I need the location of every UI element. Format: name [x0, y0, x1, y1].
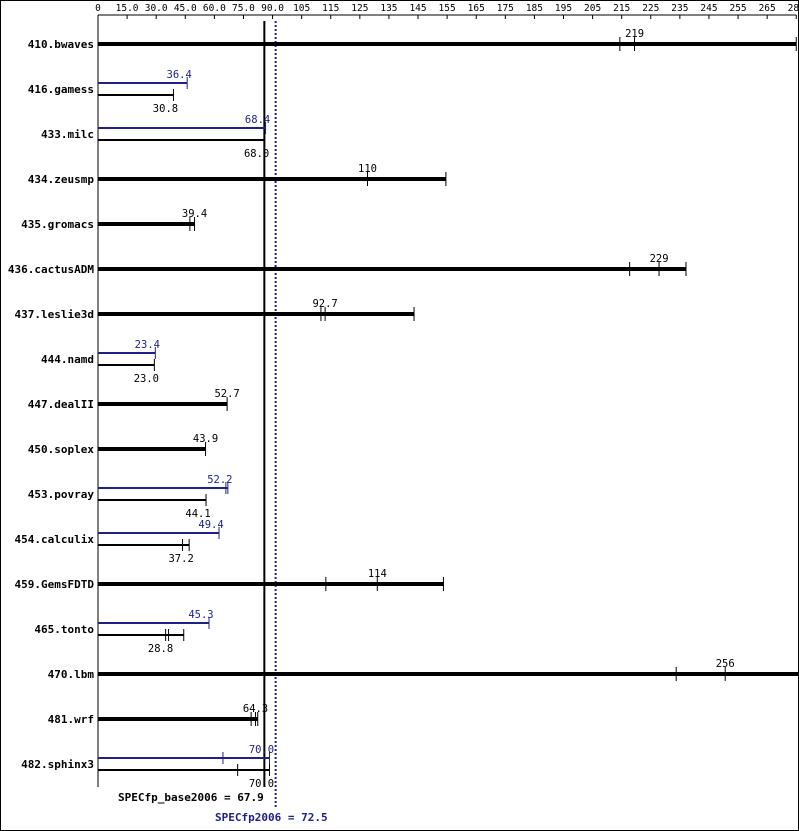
x-tick-label: 225 [642, 3, 659, 14]
peak-value-label: 36.4 [167, 69, 192, 81]
x-tick-label: 90.0 [261, 3, 284, 14]
x-tick-label: 45.0 [174, 3, 197, 14]
benchmark-label: 447.dealII [28, 398, 94, 411]
x-tick-label: 145 [409, 3, 426, 14]
benchmark-label: 444.namd [41, 353, 94, 366]
benchmark-label: 437.leslie3d [15, 308, 94, 321]
base-value-label: 64.3 [243, 703, 268, 715]
x-tick-label: 30.0 [145, 3, 168, 14]
base-value-label: 110 [358, 163, 377, 175]
x-tick-label: 175 [497, 3, 514, 14]
x-tick-label: 0 [95, 3, 101, 14]
x-tick-label: 285 [788, 3, 798, 14]
base-value-label: 229 [650, 253, 669, 265]
x-tick-label: 195 [555, 3, 572, 14]
peak-value-label: 45.3 [188, 609, 213, 621]
base-value-label: 114 [368, 568, 387, 580]
x-tick-label: 60.0 [203, 3, 226, 14]
benchmark-label: 465.tonto [34, 623, 94, 636]
x-tick-label: 215 [613, 3, 630, 14]
base-value-label: 37.2 [168, 553, 193, 565]
peak-value-label: 52.2 [207, 474, 232, 486]
x-tick-label: 75.0 [232, 3, 255, 14]
benchmark-label: 470.lbm [48, 668, 95, 681]
x-tick-label: 105 [293, 3, 310, 14]
base-value-label: 70.0 [249, 778, 274, 790]
x-tick-label: 135 [380, 3, 397, 14]
base-value-label: 23.0 [134, 373, 159, 385]
peak-value-label: 23.4 [135, 339, 160, 351]
x-tick-label: 255 [729, 3, 746, 14]
x-tick-label: 125 [351, 3, 368, 14]
x-tick-label: 115 [322, 3, 339, 14]
base-value-label: 43.9 [193, 433, 218, 445]
peak-value-label: 68.4 [245, 114, 270, 126]
base-value-label: 92.7 [312, 298, 337, 310]
base-value-label: 39.4 [182, 208, 207, 220]
base-value-label: 68.0 [244, 148, 269, 160]
x-tick-label: 15.0 [116, 3, 139, 14]
x-tick-label: 155 [439, 3, 456, 14]
peak-value-label: 49.4 [198, 519, 223, 531]
base-value-label: 28.8 [148, 643, 173, 655]
benchmark-label: 459.GemsFDTD [15, 578, 95, 591]
benchmark-label: 434.zeusmp [28, 173, 95, 186]
base-reference-label: SPECfp_base2006 = 67.9 [118, 791, 264, 804]
benchmark-label: 453.povray [28, 488, 95, 501]
benchmark-label: 435.gromacs [21, 218, 94, 231]
benchmark-label: 454.calculix [15, 533, 95, 546]
benchmark-label: 433.milc [41, 128, 94, 141]
base-value-label: 52.7 [214, 388, 239, 400]
base-value-label: 30.8 [153, 103, 178, 115]
benchmark-label: 450.soplex [28, 443, 95, 456]
benchmark-label: 482.sphinx3 [21, 758, 94, 771]
base-value-label: 219 [625, 28, 644, 40]
benchmark-label: 436.cactusADM [8, 263, 94, 276]
base-value-label: 44.1 [185, 508, 210, 520]
peak-reference-label: SPECfp2006 = 72.5 [215, 811, 328, 824]
x-tick-label: 165 [468, 3, 485, 14]
x-tick-label: 265 [759, 3, 776, 14]
benchmark-label: 410.bwaves [28, 38, 94, 51]
benchmark-label: 416.gamess [28, 83, 94, 96]
x-tick-label: 245 [700, 3, 717, 14]
peak-value-label: 70.0 [249, 744, 274, 756]
x-tick-label: 235 [671, 3, 688, 14]
x-tick-label: 185 [526, 3, 543, 14]
x-tick-label: 205 [584, 3, 601, 14]
base-value-label: 256 [716, 658, 735, 670]
benchmark-label: 481.wrf [48, 713, 94, 726]
